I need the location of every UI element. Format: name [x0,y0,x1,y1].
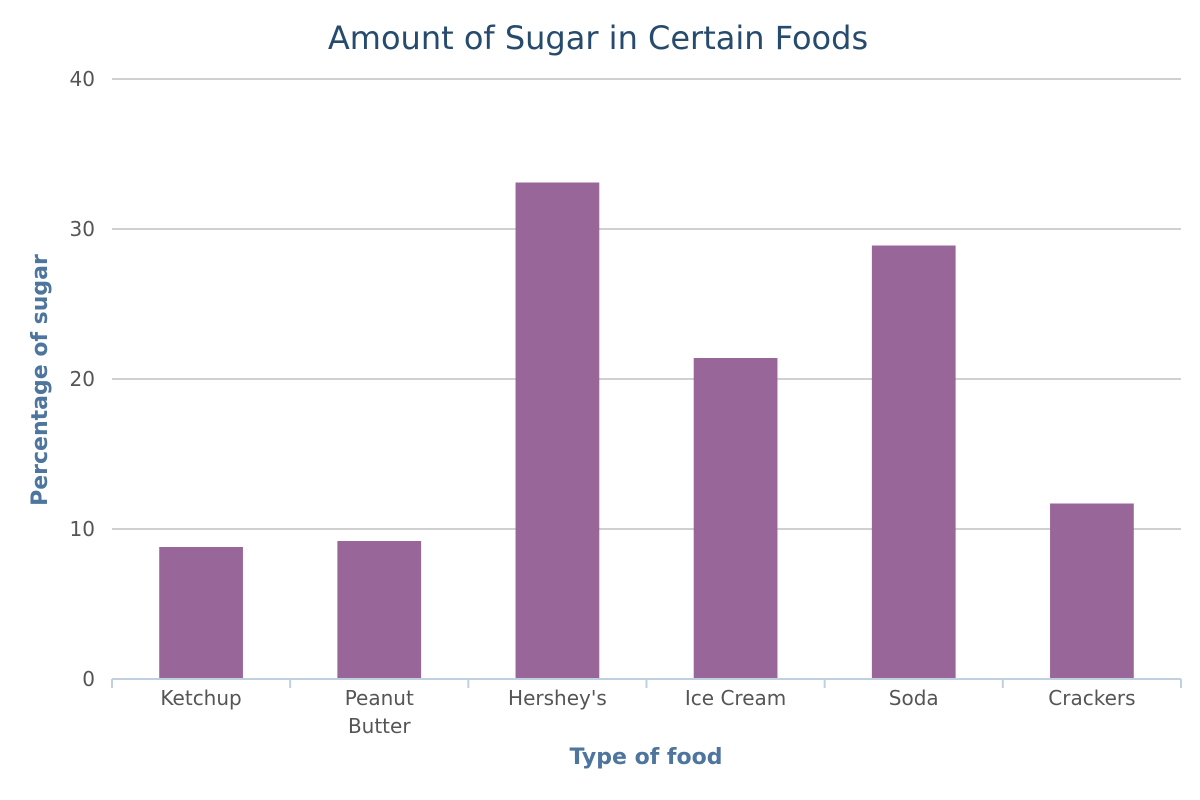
x-tick-label: Soda [889,686,939,710]
x-axis-ticks: Ketchup Peanut Butter Hershey's Ice Cream Sod… [160,686,1135,738]
x-tick-label: Butter [348,714,411,738]
x-axis [112,679,1181,688]
bar [872,246,956,680]
y-tick-label: 20 [70,367,95,391]
x-tick-label: Peanut [345,686,414,710]
bars [159,183,1134,680]
y-tick-label: 10 [70,517,95,541]
bar [159,547,243,679]
y-axis-ticks: 0 10 20 30 40 [70,67,95,691]
y-axis-title: Percentage of sugar [28,254,53,506]
y-tick-label: 30 [70,217,95,241]
gridlines [112,79,1181,529]
chart-title: Amount of Sugar in Certain Foods [328,19,868,57]
bar [1050,504,1134,680]
bar [516,183,600,680]
x-tick-label: Ice Cream [685,686,786,710]
x-tick-label: Crackers [1048,686,1135,710]
x-tick-label: Ketchup [160,686,241,710]
bar [337,541,421,679]
bar [694,358,778,679]
x-axis-title: Type of food [570,745,723,770]
y-tick-label: 0 [82,667,95,691]
y-tick-label: 40 [70,67,95,91]
x-tick-label: Hershey's [508,686,607,710]
